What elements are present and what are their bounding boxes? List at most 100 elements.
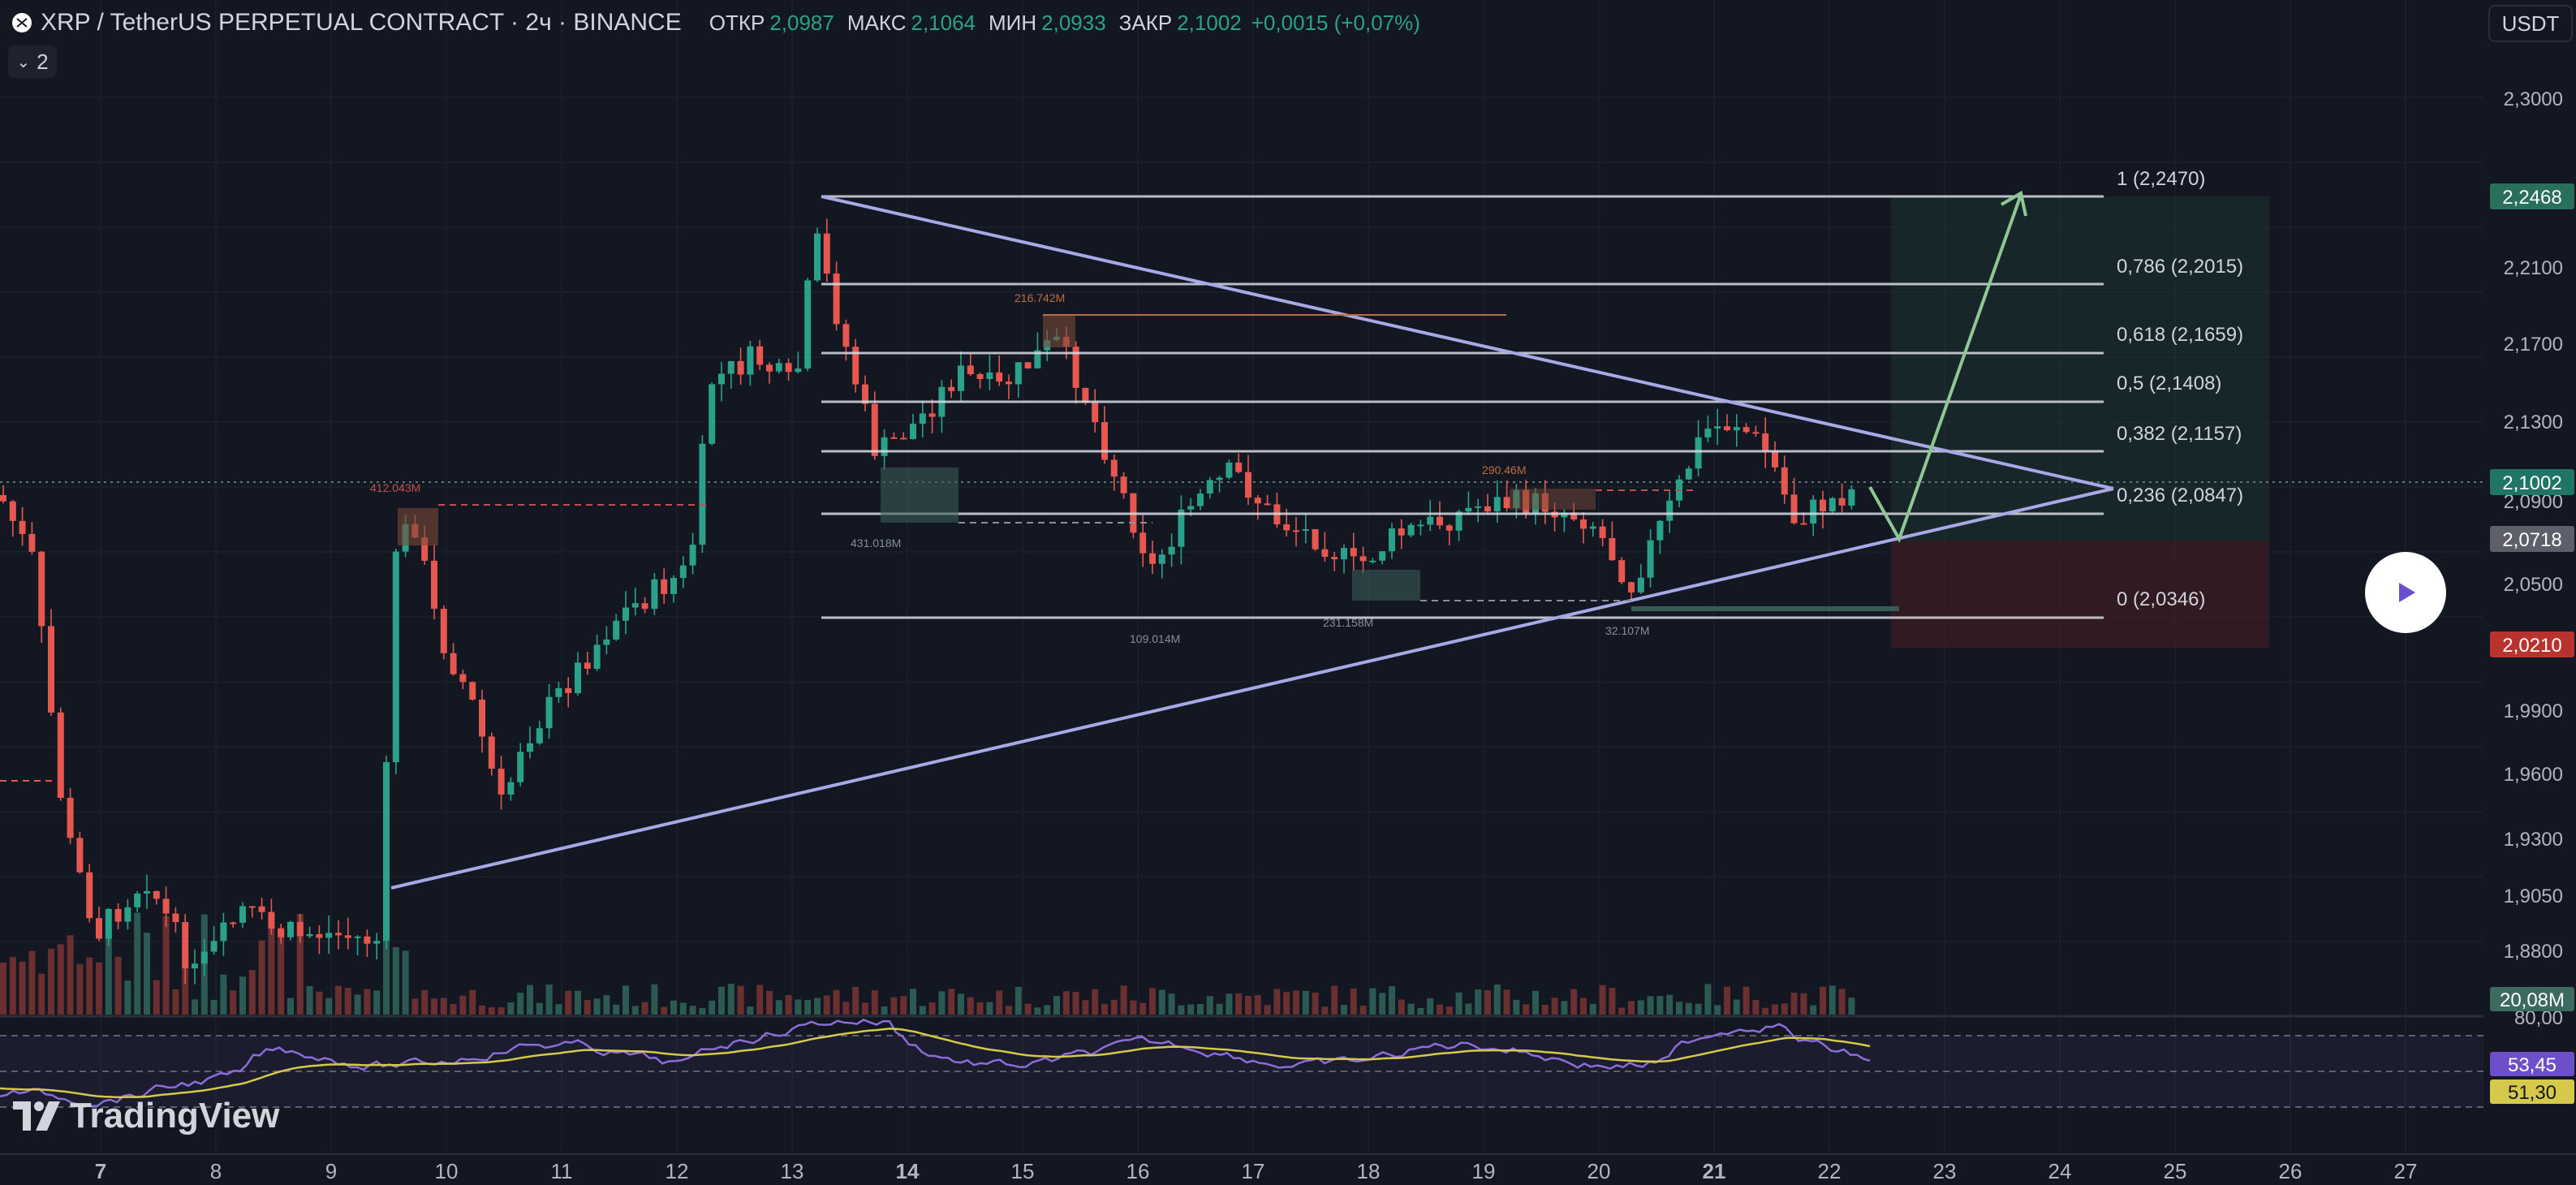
candle-body [958,365,964,391]
candle-body [1092,403,1099,423]
candle-body [172,913,179,923]
replay-play-button[interactable] [2365,552,2446,633]
volume-bar [842,1002,850,1015]
candle-body [210,941,218,952]
close-label: ЗАКР [1118,10,1173,35]
high-value: 2,1064 [911,10,976,35]
volume-bar [278,927,285,1015]
volume-bar [862,1002,868,1015]
volume-bar [335,985,342,1015]
volume-bar [1772,1004,1778,1015]
volume-bar [1283,992,1290,1015]
price-axis[interactable]: 2,3000 2,2100 2,1700 2,1300 2,0900 2,050… [2504,88,2563,1029]
time-label: 18 [1357,1159,1381,1183]
tradingview-logo-icon [13,1101,60,1131]
triangle-lines [390,195,2114,890]
candle-body [1848,489,1855,506]
volume-bars [0,912,1855,1015]
volume-bar [1704,984,1712,1015]
volume-bar [709,1000,716,1015]
rsi-badge: 53,45 [2508,1054,2557,1076]
symbol-title[interactable]: XRP / TetherUS PERPETUAL CONTRACT · 2ч ·… [41,9,682,36]
candle-body [1762,433,1769,451]
candle-body [1820,499,1826,512]
candlesticks [0,218,1855,985]
tradingview-logo[interactable]: TradingView [13,1096,279,1136]
candle-body [584,662,591,669]
volume-bar [986,1002,993,1015]
play-icon [2399,583,2415,602]
candle-body [306,933,313,937]
symbol-header[interactable]: XRP / TetherUS PERPETUAL CONTRACT · 2ч ·… [11,6,1420,39]
candle-body [344,935,351,938]
volume-bar [421,989,429,1015]
volume-bar [823,995,830,1015]
candle-body [383,762,390,942]
candle-body [747,346,754,375]
volume-bar [593,998,601,1015]
volume-bar [1226,993,1233,1015]
volume-bar [210,999,218,1015]
candle-body [1810,499,1817,524]
volume-bar [450,1004,457,1015]
candle-body [325,933,333,938]
candle-body [1293,530,1299,532]
candle-body [900,437,907,440]
candle-body [919,413,926,424]
volume-bar [1838,989,1846,1015]
volume-bar [162,916,170,1015]
volume-bar [536,1002,543,1015]
candle-body [756,346,764,365]
candle-body [833,274,840,325]
indicators-collapse-button[interactable]: ⌄ 2 [8,45,57,78]
volume-bar [28,950,36,1015]
time-label: 14 [896,1159,920,1183]
chevron-down-icon: ⌄ [16,53,31,71]
volume-bar [1724,986,1730,1015]
volume-bar [67,935,74,1015]
candle-body [1187,506,1195,510]
volume-bar [1695,1003,1702,1015]
price-badges: 2,2468 2,1002 2,0718 2,0210 20,08M 53,45… [2490,183,2574,1104]
candle-body [335,933,342,936]
indicator-count: 2 [37,49,49,74]
candle-body [1283,524,1290,531]
volume-bar [1742,986,1750,1015]
volume-bar [1072,992,1079,1015]
candle-body [1800,523,1807,525]
volume-bar [1790,993,1798,1015]
candle-body [709,384,716,444]
volume-bar [910,989,916,1015]
candle-body [775,363,782,372]
currency-button[interactable]: USDT [2488,5,2573,42]
candle-body [479,699,485,737]
volume-bar [1570,989,1578,1015]
fib-label-1: 1 (2,2470) [2117,168,2205,190]
time-axis[interactable]: 7 8 9 10 11 12 13 14 15 16 17 18 19 20 21 22 23 24 25 26 27 [95,1159,2418,1183]
candle-body [641,603,648,610]
volume-bar [958,993,964,1015]
candle-body [1024,362,1032,368]
volume-bar [1733,999,1740,1015]
candle-body [1445,525,1453,531]
candle-body [1714,426,1721,429]
candle-body [928,413,936,417]
volume-bar [124,980,131,1015]
volume-bar [1513,999,1520,1015]
volume-bar [9,957,16,1015]
candle-body [1628,582,1635,592]
volume-bar [1455,992,1462,1015]
volume-bar [651,984,658,1015]
low-value: 2,0933 [1041,10,1106,35]
volume-bar [1254,995,1261,1015]
volume-bar [1417,1007,1424,1015]
candle-body [1014,362,1022,385]
volume-bar [144,933,150,1015]
candle-body [1379,551,1386,561]
candle-body [134,893,141,907]
candle-body [1742,427,1750,433]
fib-label-0618: 0,618 (2,1659) [2117,324,2243,346]
svg-text:412.043M: 412.043M [370,481,420,494]
candle-body [1341,548,1347,560]
